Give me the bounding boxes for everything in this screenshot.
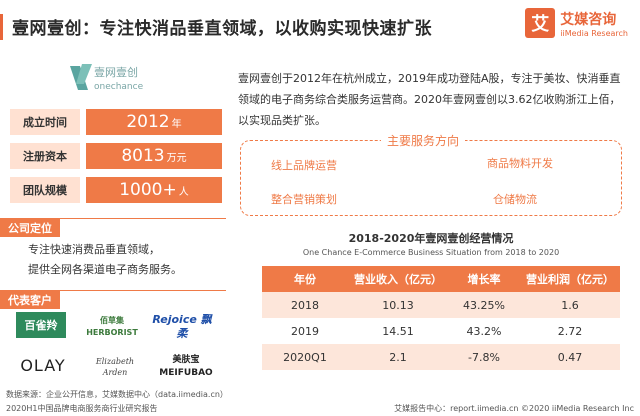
table-cell: 2018 xyxy=(262,292,348,318)
positioning-section-header: 公司定位 xyxy=(0,218,226,237)
table-cell: 14.51 xyxy=(348,318,448,344)
table-row: 2018 10.13 43.25% 1.6 xyxy=(262,292,620,318)
table-header-row: 年份 营业收入（亿元） 增长率 营业利润（亿元） xyxy=(262,266,620,292)
info-value: 1000+ 人 xyxy=(86,177,222,203)
client-logo-elizabeth-arden: Elizabeth Arden xyxy=(95,357,135,377)
table-cell: 43.25% xyxy=(448,292,520,318)
info-row-capital: 注册资本 8013 万元 xyxy=(10,142,222,170)
info-label: 注册资本 xyxy=(10,143,80,169)
client-logo-baiqueling: 百雀羚 xyxy=(16,312,66,338)
onechance-logo-icon xyxy=(70,64,92,90)
brand-name-en: onechance xyxy=(94,82,144,92)
client-logo-rejoice: Rejoice 飘柔 xyxy=(152,313,212,340)
service-item: 仓储物流 xyxy=(493,193,537,206)
logo-en: iiMedia Research xyxy=(560,28,628,38)
data-source: 数据来源：企业公开信息，艾媒数据中心（data.iimedia.cn） xyxy=(6,390,228,399)
services-box: 主要服务方向 线上品牌运营 商品物料开发 整合营销策划 仓储物流 xyxy=(240,132,622,216)
table-cell: 10.13 xyxy=(348,292,448,318)
services-title: 主要服务方向 xyxy=(381,132,466,149)
service-item: 商品物料开发 xyxy=(487,157,553,170)
report-name: 2020H1中国品牌电商服务商行业研究报告 xyxy=(6,404,158,413)
table-cell: 2.1 xyxy=(348,344,448,370)
client-logo-meifubao: 美肤宝 MEIFUBAO xyxy=(159,355,213,378)
clients-title: 代表客户 xyxy=(0,291,60,309)
table-header-cell: 营业利润（亿元） xyxy=(520,266,620,292)
table-cell: 2019 xyxy=(262,318,348,344)
logo-mark: 艾 xyxy=(525,8,556,38)
brand-name-cn: 壹网壹创 xyxy=(94,66,138,79)
table-cell: 2020Q1 xyxy=(262,344,348,370)
service-item: 整合营销策划 xyxy=(271,193,337,206)
info-value: 2012 年 xyxy=(86,109,222,135)
info-row-team: 团队规模 1000+ 人 xyxy=(10,176,222,204)
logo-cn: 艾媒咨询 xyxy=(560,11,617,28)
title-accent-bar xyxy=(0,14,3,40)
positioning-line-1: 专注快速消费品垂直领域， xyxy=(28,243,160,256)
table-cell: -7.8% xyxy=(448,344,520,370)
table-header-cell: 年份 xyxy=(262,266,348,292)
table-header-cell: 营业收入（亿元） xyxy=(348,266,448,292)
info-value: 8013 万元 xyxy=(86,143,222,169)
table-title: 2018-2020年壹网壹创经营情况 xyxy=(348,232,514,245)
table-cell: 43.2% xyxy=(448,318,520,344)
company-intro: 壹网壹创于2012年在杭州成立，2019年成功登陆A股，专注于美妆、快消垂直领域… xyxy=(238,72,621,127)
clients-section-header: 代表客户 xyxy=(0,290,226,309)
table-subtitle: One Chance E-Commerce Business Situation… xyxy=(302,248,560,257)
business-table: 年份 营业收入（亿元） 增长率 营业利润（亿元） 2018 10.13 43.2… xyxy=(262,266,620,370)
footer-credit: 艾媒报告中心：report.iimedia.cn ©2020 iiMedia R… xyxy=(394,404,634,413)
table-row: 2019 14.51 43.2% 2.72 xyxy=(262,318,620,344)
positioning-title: 公司定位 xyxy=(0,219,60,237)
info-label: 成立时间 xyxy=(10,109,80,135)
table-row: 2020Q1 2.1 -7.8% 0.47 xyxy=(262,344,620,370)
client-logo-herborist: 佰草集 HERBORIST xyxy=(86,316,138,337)
table-cell: 1.6 xyxy=(520,292,620,318)
page-title: 壹网壹创：专注快消品垂直领域，以收购实现快速扩张 xyxy=(12,19,432,39)
iimedia-logo: 艾 艾媒咨询 iiMedia Research xyxy=(525,8,628,38)
service-item: 线上品牌运营 xyxy=(271,159,337,172)
table-cell: 0.47 xyxy=(520,344,620,370)
info-row-founded: 成立时间 2012 年 xyxy=(10,108,222,136)
table-cell: 2.72 xyxy=(520,318,620,344)
client-logo-olay: OLAY xyxy=(20,355,66,375)
table-header-cell: 增长率 xyxy=(448,266,520,292)
positioning-line-2: 提供全网各渠道电子商务服务。 xyxy=(28,263,182,276)
info-label: 团队规模 xyxy=(10,177,80,203)
